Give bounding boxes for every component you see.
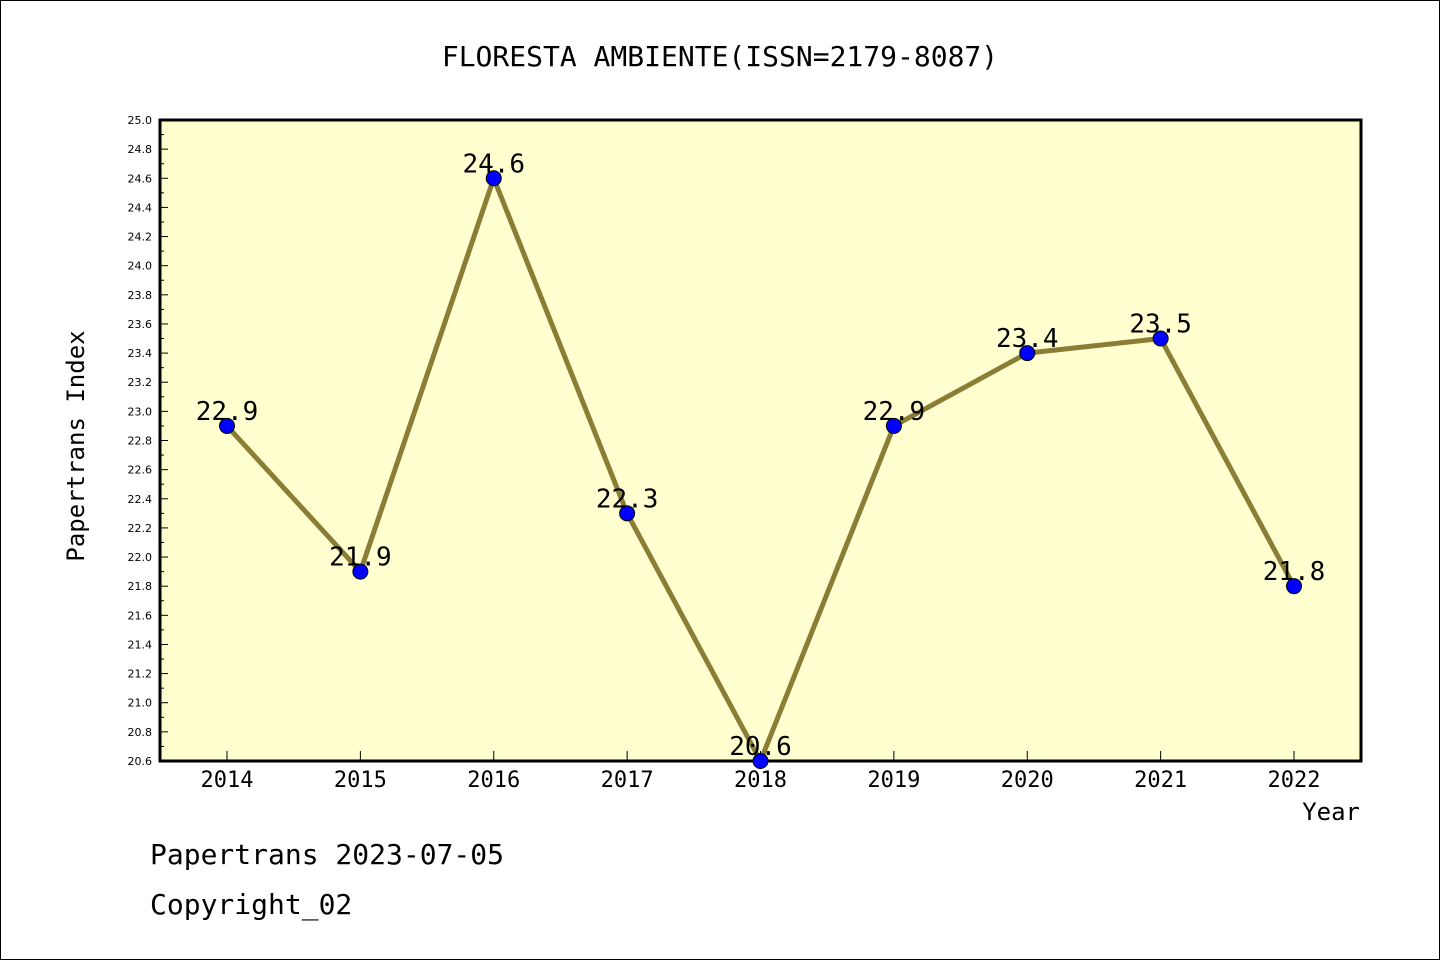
x-tick-label: 2016 <box>467 768 520 793</box>
x-tick-label: 2014 <box>201 768 254 793</box>
data-label-2015: 21.9 <box>329 543 392 573</box>
y-tick-label: 23.0 <box>128 405 153 418</box>
x-tick-label: 2015 <box>334 768 387 793</box>
y-tick-label: 20.6 <box>128 755 153 768</box>
data-point-2021 <box>1152 330 1169 347</box>
x-tick-label: 2021 <box>1134 768 1187 793</box>
y-tick-label: 21.4 <box>128 638 153 651</box>
y-tick-label: 24.8 <box>128 143 153 156</box>
data-point-2022 <box>1286 578 1302 595</box>
y-tick-label: 20.8 <box>128 726 153 739</box>
y-tick-label: 23.8 <box>128 289 153 302</box>
y-axis-title: Papertrans Index <box>62 330 90 561</box>
y-tick-label: 24.2 <box>128 231 153 244</box>
data-label-2017: 22.3 <box>596 484 659 514</box>
y-tick-label: 23.4 <box>128 347 153 360</box>
y-tick-label: 21.8 <box>128 580 153 593</box>
y-tick-label: 23.2 <box>128 376 153 389</box>
x-axis-title: Year <box>1302 798 1360 826</box>
y-tick-label: 22.6 <box>128 464 153 477</box>
data-label-2020: 23.4 <box>996 324 1059 354</box>
data-label-2021: 23.5 <box>1129 310 1192 340</box>
chart-title: FLORESTA AMBIENTE(ISSN=2179-8087) <box>442 40 998 73</box>
x-tick-label: 2019 <box>867 768 920 793</box>
y-axis: 20.6 20.8 21.0 21.2 21.4 21.6 21.8 22.0 22.2 22.4… <box>128 114 168 768</box>
data-point-2019 <box>885 417 902 434</box>
y-tick-label: 24.6 <box>128 172 153 185</box>
data-point-2014 <box>219 417 235 434</box>
y-tick-label: 23.6 <box>128 318 153 331</box>
y-tick-label: 21.6 <box>128 609 153 622</box>
data-point-2016 <box>485 170 502 187</box>
x-axis: 2014 2015 2016 2017 2018 2019 2020 2021 2022 <box>201 751 1321 793</box>
x-tick-label: 2022 <box>1268 768 1321 793</box>
data-point-2015 <box>352 563 369 580</box>
data-label-2022: 21.8 <box>1263 557 1326 587</box>
y-tick-label: 24.0 <box>128 260 153 273</box>
x-tick-label: 2018 <box>734 768 787 793</box>
data-label-2014: 22.9 <box>196 397 259 427</box>
plot-area <box>158 118 1363 763</box>
y-tick-label: 22.4 <box>128 493 153 506</box>
y-tick-label: 22.0 <box>128 551 153 564</box>
x-tick-label: 2017 <box>601 768 654 793</box>
data-point-2017 <box>619 505 636 522</box>
y-tick-label: 21.2 <box>128 668 153 681</box>
y-tick-label: 24.4 <box>128 201 153 214</box>
data-point-2020 <box>1019 345 1036 362</box>
footer-copyright: Copyright_02 <box>150 888 352 922</box>
x-tick-label: 2020 <box>1001 768 1054 793</box>
data-label-2019: 22.9 <box>863 397 926 427</box>
y-tick-label: 22.2 <box>128 522 153 535</box>
data-labels: 22.9 21.9 24.6 22.3 20.6 22.9 23.4 23.5 21.8 <box>196 149 1326 762</box>
data-point-2018 <box>752 753 769 769</box>
data-points <box>219 170 1302 769</box>
data-label-2018: 20.6 <box>729 732 792 762</box>
data-label-2016: 24.6 <box>462 149 525 179</box>
y-tick-label: 22.8 <box>128 435 153 448</box>
y-tick-label: 21.0 <box>128 697 153 710</box>
footer-date: Papertrans 2023-07-05 <box>150 838 504 871</box>
y-tick-label: 25.0 <box>128 114 153 127</box>
